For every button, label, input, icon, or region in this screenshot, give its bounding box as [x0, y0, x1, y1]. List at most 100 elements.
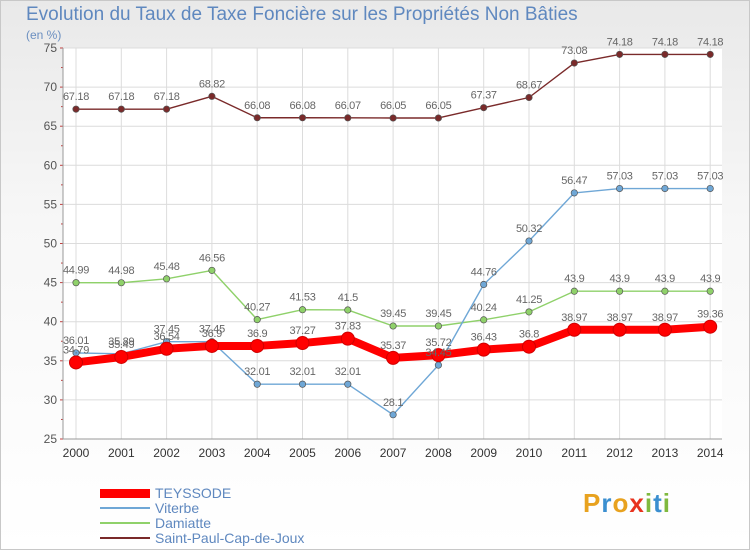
- logo-letter: r: [601, 488, 613, 518]
- data-point-teyssode: [657, 322, 672, 337]
- data-point-viterbe: [434, 361, 442, 369]
- data-label-viterbe: 56.47: [561, 175, 587, 187]
- data-label-teyssode: 35.72: [425, 337, 451, 349]
- data-label-viterbe: 44.76: [471, 266, 497, 278]
- data-point-viterbe: [661, 184, 669, 193]
- data-label-viterbe: 57.03: [607, 171, 633, 183]
- data-label-viterbe: 32.01: [289, 366, 315, 378]
- logo-letter: i: [644, 488, 654, 518]
- data-point-damiatte: [344, 306, 352, 314]
- data-point-saint-paul-cap-de-joux: [480, 104, 488, 112]
- x-tick-label: 2014: [697, 446, 724, 460]
- data-label-viterbe: 36.01: [63, 335, 89, 347]
- legend-label-damiatte: Damiatte: [155, 515, 212, 531]
- data-label-teyssode: 36.9: [247, 328, 267, 340]
- logo-letter: t: [653, 488, 663, 518]
- data-label-viterbe: 32.01: [244, 366, 270, 378]
- data-point-viterbe: [616, 184, 624, 193]
- data-point-damiatte: [434, 322, 442, 330]
- data-label-saint-paul-cap-de-joux: 66.08: [244, 100, 270, 112]
- data-label-saint-paul-cap-de-joux: 66.05: [425, 100, 451, 112]
- data-label-teyssode: 39.36: [697, 309, 723, 321]
- logo-letter: P: [583, 488, 602, 518]
- data-point-teyssode: [431, 348, 446, 363]
- y-axis-unit-label: (en %): [26, 28, 62, 42]
- data-label-saint-paul-cap-de-joux: 73.08: [561, 45, 587, 57]
- data-point-teyssode: [703, 319, 718, 334]
- legend-item-damiatte[interactable]: Damiatte: [100, 515, 360, 531]
- data-point-teyssode: [522, 339, 536, 354]
- data-label-viterbe: 57.03: [697, 171, 723, 183]
- data-label-saint-paul-cap-de-joux: 67.18: [154, 91, 180, 103]
- data-label-teyssode: 38.97: [561, 312, 587, 324]
- data-label-damiatte: 40.24: [471, 302, 497, 314]
- data-label-damiatte: 44.98: [108, 265, 134, 277]
- data-point-saint-paul-cap-de-joux: [344, 114, 352, 122]
- data-point-teyssode: [476, 342, 491, 357]
- x-tick-label: 2005: [289, 446, 316, 460]
- y-tick-label: 65: [44, 119, 58, 133]
- data-point-saint-paul-cap-de-joux: [616, 50, 624, 58]
- legend-item-saint-paul-cap-de-joux[interactable]: Saint-Paul-Cap-de-Joux: [100, 530, 360, 546]
- data-point-teyssode: [386, 350, 401, 365]
- axes: 25 30 35 40 45 50 55 60 65 70 75 2000 2001 2002 2003 20…: [44, 41, 724, 460]
- x-tick-label: 2001: [108, 446, 135, 460]
- legend: TEYSSODE Viterbe Damiatte Saint-Paul-Cap…: [100, 485, 360, 546]
- data-label-saint-paul-cap-de-joux: 74.18: [607, 36, 633, 48]
- x-tick-label: 2011: [561, 446, 587, 460]
- data-label-teyssode: 35.37: [380, 340, 406, 352]
- data-label-saint-paul-cap-de-joux: 68.67: [516, 80, 542, 92]
- data-point-saint-paul-cap-de-joux: [661, 50, 669, 58]
- data-label-viterbe: 37.45: [154, 324, 180, 336]
- data-point-damiatte: [117, 279, 125, 287]
- y-tick-label: 25: [44, 432, 58, 446]
- data-label-viterbe: 34.45: [425, 347, 451, 359]
- legend-swatch-saint-paul-cap-de-joux: [100, 537, 150, 539]
- y-tick-label: 50: [44, 237, 58, 251]
- data-label-saint-paul-cap-de-joux: 74.18: [652, 36, 678, 48]
- data-point-teyssode: [204, 338, 219, 353]
- data-point-viterbe: [480, 280, 488, 289]
- data-point-damiatte: [525, 308, 533, 316]
- data-label-teyssode: 36.8: [519, 329, 539, 341]
- x-tick-label: 2010: [516, 446, 543, 460]
- data-point-teyssode: [114, 349, 129, 364]
- chart-title: Evolution du Taux de Taxe Foncière sur l…: [26, 4, 578, 25]
- data-point-viterbe: [389, 411, 397, 419]
- data-point-viterbe: [298, 380, 307, 388]
- data-point-damiatte: [253, 316, 261, 324]
- legend-swatch-damiatte: [100, 522, 150, 524]
- x-tick-label: 2012: [606, 446, 633, 460]
- data-point-saint-paul-cap-de-joux: [253, 114, 261, 122]
- data-point-saint-paul-cap-de-joux: [525, 93, 533, 102]
- data-label-damiatte: 43.9: [700, 273, 720, 285]
- data-point-saint-paul-cap-de-joux: [298, 114, 307, 122]
- data-label-saint-paul-cap-de-joux: 67.18: [63, 91, 89, 103]
- legend-item-viterbe[interactable]: Viterbe: [100, 500, 360, 516]
- data-label-viterbe: 57.03: [652, 171, 678, 183]
- proxiti-logo: Proxiti: [583, 488, 671, 519]
- legend-item-teyssode[interactable]: TEYSSODE: [100, 485, 360, 501]
- data-label-damiatte: 43.9: [609, 273, 629, 285]
- data-point-saint-paul-cap-de-joux: [117, 105, 125, 113]
- data-label-teyssode: 37.83: [335, 321, 361, 333]
- data-point-saint-paul-cap-de-joux: [72, 105, 80, 113]
- legend-label-teyssode: TEYSSODE: [155, 485, 232, 501]
- y-tick-label: 55: [44, 197, 58, 211]
- data-label-viterbe: 50.32: [516, 223, 542, 235]
- series-layer: [69, 50, 718, 419]
- x-tick-label: 2009: [470, 446, 497, 460]
- data-point-saint-paul-cap-de-joux: [434, 114, 442, 122]
- x-tick-label: 2008: [425, 446, 452, 460]
- data-label-damiatte: 39.45: [425, 308, 451, 320]
- data-point-damiatte: [480, 316, 488, 324]
- logo-letter: o: [612, 488, 630, 518]
- data-point-damiatte: [163, 275, 171, 283]
- legend-label-viterbe: Viterbe: [155, 500, 200, 516]
- data-point-saint-paul-cap-de-joux: [389, 114, 397, 122]
- data-point-saint-paul-cap-de-joux: [208, 92, 216, 100]
- data-point-teyssode: [69, 355, 83, 370]
- data-label-damiatte: 43.9: [655, 273, 675, 285]
- data-label-saint-paul-cap-de-joux: 67.18: [108, 91, 134, 103]
